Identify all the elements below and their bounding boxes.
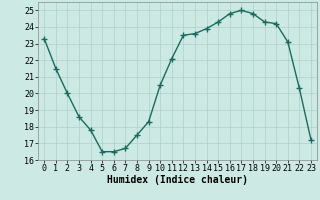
X-axis label: Humidex (Indice chaleur): Humidex (Indice chaleur) bbox=[107, 175, 248, 185]
